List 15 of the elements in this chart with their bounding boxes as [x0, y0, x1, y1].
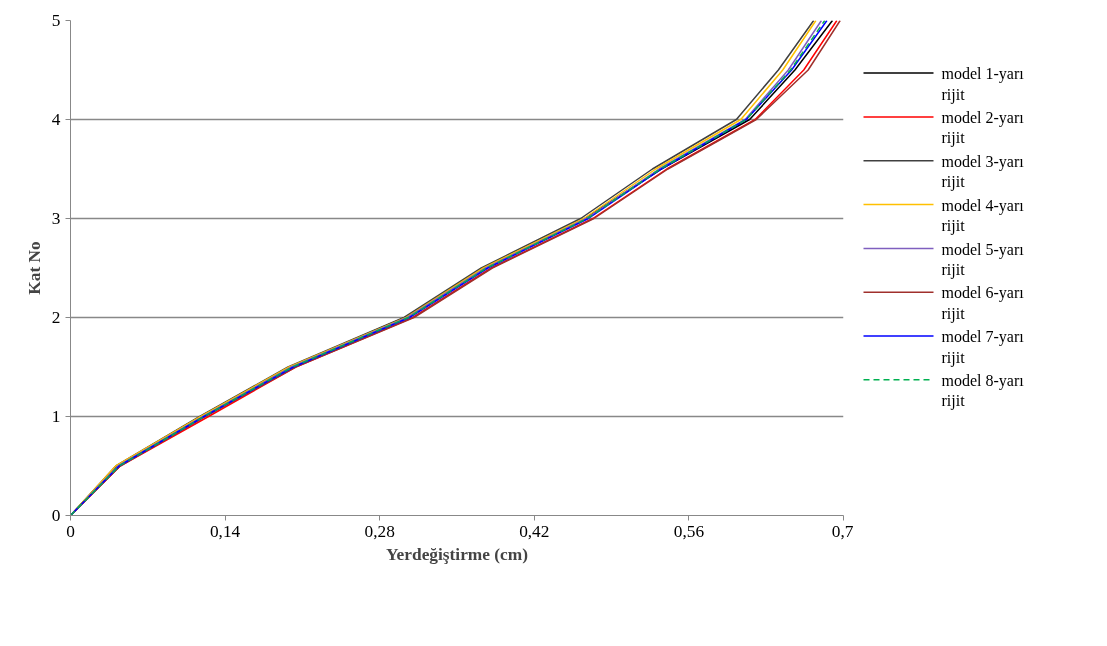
y-tick-label: 5: [51, 11, 61, 30]
y-tick-label: 0: [51, 506, 61, 525]
x-axis-title: Yerdeğiştirme (cm): [386, 544, 529, 564]
x-tick-label: 0,42: [519, 521, 550, 541]
y-axis-title: Kat No: [24, 241, 44, 295]
x-tick-label: 0,28: [364, 521, 395, 541]
x-tick-label: 0,56: [673, 521, 705, 541]
x-tick-label: 0,7: [831, 521, 854, 541]
y-tick-label: 2: [51, 308, 61, 327]
y-tick-label: 1: [51, 407, 61, 426]
legend-label: model 8-yarı rijit: [941, 371, 1025, 411]
y-tick-label: 3: [51, 209, 61, 228]
y-tick-label: 4: [51, 110, 61, 129]
x-tick-label: 0: [66, 521, 75, 541]
x-tick-label: 0,14: [209, 521, 241, 541]
